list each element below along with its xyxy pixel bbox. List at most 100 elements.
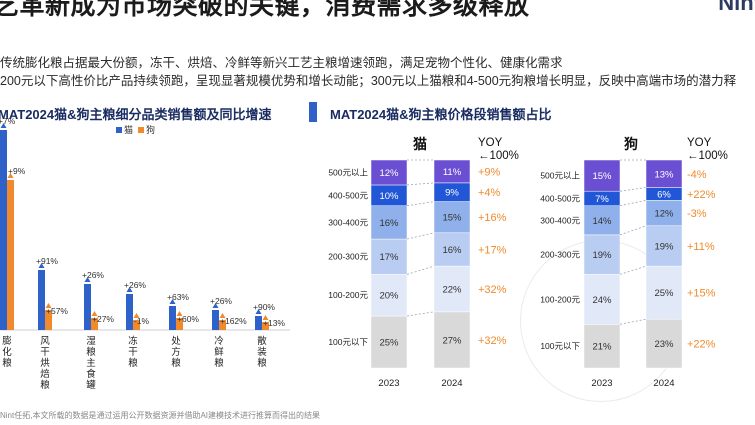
- bar-dog-1: [45, 310, 52, 330]
- stack-seg-0-0-1: [370, 274, 408, 317]
- yoy-value-0-1: +32%: [478, 284, 507, 296]
- yoy-header-sub-1: ←100%: [687, 150, 728, 162]
- label-dog-3: -1%: [134, 316, 150, 326]
- stack-label-1-0-4: 7%: [595, 194, 609, 205]
- category-label-4-2: 粮: [171, 357, 181, 369]
- yoy-value-0-5: +9%: [478, 166, 501, 178]
- band-label-0-3: 300-400元: [328, 217, 368, 227]
- category-label-0-2: 粮: [2, 357, 12, 369]
- band-label-0-0: 100元以下: [328, 337, 368, 347]
- stack-label-0-0-5: 12%: [379, 168, 399, 179]
- stack-label-0-0-2: 17%: [379, 252, 399, 263]
- stack-seg-0-0-2: [370, 238, 408, 275]
- category-label-0-0: 膨: [2, 335, 12, 347]
- yoy-value-1-2: +11%: [687, 241, 715, 253]
- bar-dog-6: [262, 322, 269, 330]
- trend-marker-cat-4: [169, 299, 176, 304]
- yoy-value-1-1: +15%: [687, 288, 716, 300]
- trend-marker-cat-5: [212, 303, 219, 308]
- category-label-3-1: 干: [128, 347, 138, 358]
- category-label-6-2: 粮: [257, 357, 267, 369]
- right-panel-title: MAT2024猫&狗主粮价格段销售额占比: [330, 107, 552, 122]
- category-label-2-1: 粮: [86, 346, 96, 358]
- stack-label-1-1-2: 19%: [654, 241, 674, 252]
- stack-seg-0-1-5: [433, 159, 471, 184]
- trend-marker-dog-2: [91, 311, 98, 316]
- subtitle-line-2: 200元以下高性价比产品持续领跑，呈现显著规模优势和增长动能；300元以上猫粮和…: [0, 74, 737, 88]
- year-label-1-0: 2023: [591, 378, 612, 389]
- category-label-2-2: 主: [86, 357, 96, 369]
- trend-marker-dog-0: [7, 173, 14, 178]
- stack-seg-0-1-0: [433, 311, 471, 369]
- band-label-1-1: 100-200元: [540, 294, 580, 304]
- yoy-header-1: YOY: [687, 137, 712, 149]
- label-dog-5: +162%: [220, 316, 247, 326]
- label-dog-4: +60%: [177, 314, 199, 324]
- trend-marker-dog-5: [219, 313, 226, 318]
- connector-0-0: [406, 311, 435, 317]
- trend-marker-cat-0: [0, 123, 7, 128]
- bar-dog-5: [219, 320, 226, 330]
- bar-dog-0: [7, 180, 14, 330]
- stack-seg-1-0-1: [583, 274, 621, 325]
- label-cat-5: +26%: [210, 296, 232, 306]
- yoy-value-1-0: +22%: [687, 339, 716, 351]
- legend-label-dog: 狗: [146, 124, 155, 135]
- stack-seg-1-0-0: [583, 324, 621, 369]
- connector-1-3: [619, 199, 647, 207]
- stack-seg-0-1-1: [433, 265, 471, 313]
- stack-label-1-1-5: 13%: [654, 169, 674, 180]
- label-cat-4: +63%: [167, 292, 189, 302]
- band-label-0-2: 200-300元: [328, 252, 368, 262]
- stack-seg-0-1-3: [433, 201, 471, 234]
- connector-1-2: [619, 225, 647, 236]
- stack-label-0-0-3: 16%: [379, 218, 399, 229]
- stack-seg-1-1-2: [645, 225, 683, 267]
- stack-label-0-1-5: 11%: [443, 167, 462, 178]
- legend-swatch-dog: [138, 127, 144, 133]
- left-panel-title: MAT2024猫&狗主粮细分品类销售额及同比增速: [0, 107, 272, 122]
- label-cat-0: +7%: [0, 116, 16, 126]
- year-label-1-1: 2024: [653, 378, 674, 389]
- stack-label-0-1-4: 9%: [445, 188, 459, 199]
- label-cat-6: +90%: [253, 302, 275, 312]
- bar-cat-2: [84, 284, 91, 330]
- band-label-1-4: 400-500元: [540, 193, 580, 203]
- footer-note: Nint任拓,本文所载的数据是通过运用公开数据资源并借助AI建模技术进行推算而得…: [0, 411, 321, 420]
- stack-label-1-0-1: 24%: [592, 295, 612, 306]
- label-cat-1: +91%: [36, 256, 58, 266]
- yoy-header-0: YOY: [478, 137, 503, 149]
- connector-0-1: [406, 265, 435, 275]
- trend-marker-cat-2: [84, 277, 91, 282]
- yoy-header-sub-0: ←100%: [478, 150, 519, 162]
- legend-swatch-cat: [116, 127, 122, 133]
- category-label-1-3: 焙: [40, 368, 50, 380]
- bar-cat-3: [126, 294, 133, 330]
- trend-marker-dog-3: [133, 313, 140, 318]
- band-label-1-3: 300-400元: [540, 215, 580, 225]
- stack-seg-1-1-5: [645, 159, 683, 188]
- category-label-6-1: 装: [257, 346, 267, 358]
- stack-label-1-1-1: 25%: [654, 288, 674, 299]
- bar-cat-0: [0, 130, 7, 330]
- band-label-0-1: 100-200元: [328, 290, 368, 300]
- band-label-0-4: 400-500元: [328, 190, 368, 200]
- label-cat-3: +26%: [124, 280, 146, 290]
- stack-seg-0-1-2: [433, 232, 471, 267]
- yoy-value-0-2: +17%: [478, 244, 507, 256]
- category-label-4-0: 处: [171, 335, 181, 347]
- category-label-6-0: 散: [257, 335, 267, 347]
- stack-seg-0-0-0: [370, 315, 408, 369]
- label-cat-2: +26%: [82, 270, 104, 280]
- bar-cat-6: [255, 316, 262, 330]
- yoy-value-0-0: +32%: [478, 335, 507, 347]
- stack-label-1-0-5: 15%: [592, 171, 612, 182]
- yoy-value-1-3: -3%: [687, 208, 707, 220]
- band-label-1-0: 100元以下: [540, 341, 580, 351]
- stack-label-0-0-0: 25%: [379, 338, 399, 349]
- stack-label-0-1-0: 27%: [442, 335, 462, 346]
- category-label-1-0: 风: [40, 336, 50, 347]
- yoy-value-0-3: +16%: [478, 212, 507, 224]
- trend-marker-dog-1: [45, 303, 52, 308]
